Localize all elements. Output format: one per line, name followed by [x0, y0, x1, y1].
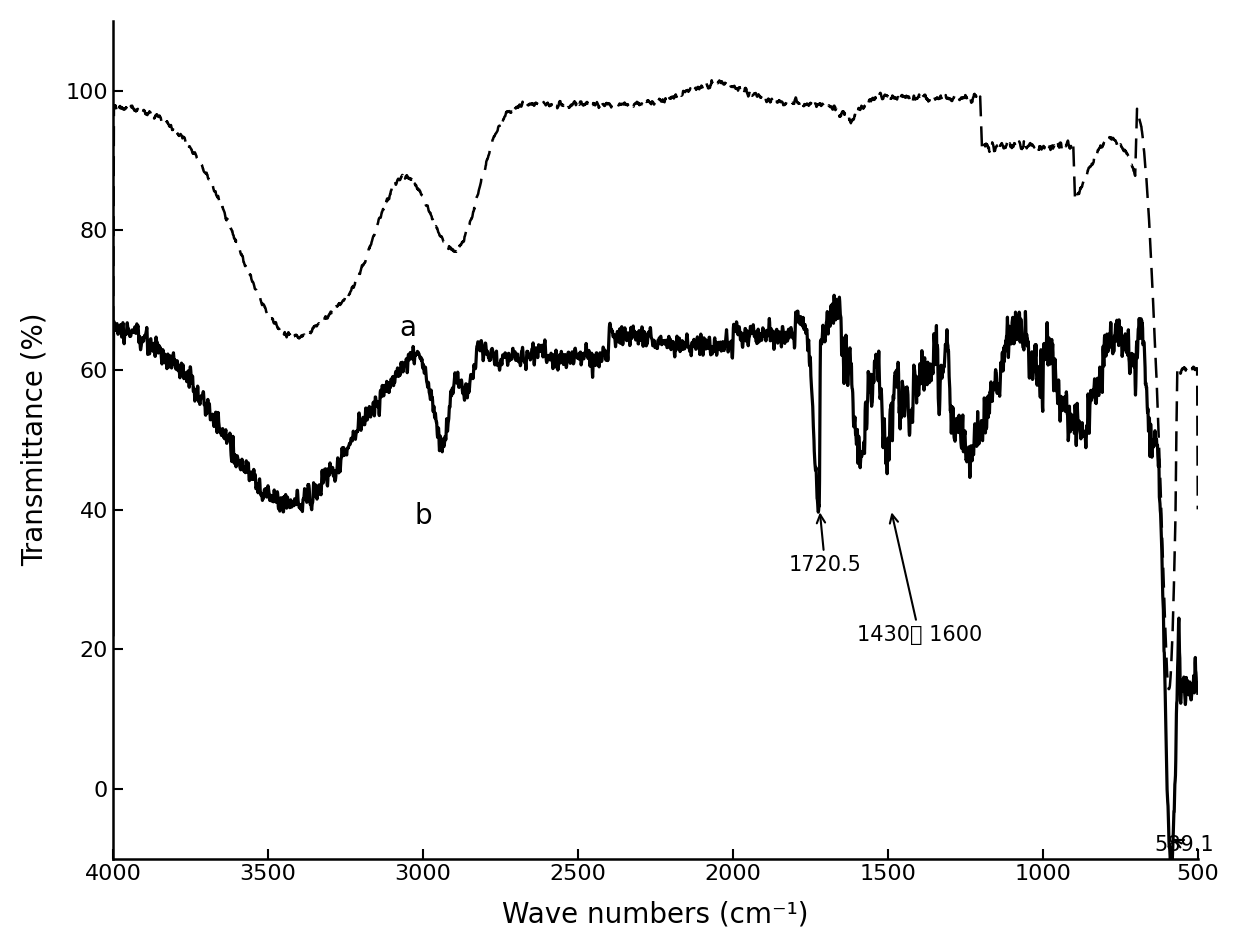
Text: a: a	[399, 314, 415, 342]
Text: 589.1: 589.1	[1154, 835, 1214, 855]
Y-axis label: Transmittance (%): Transmittance (%)	[21, 313, 48, 567]
Text: b: b	[414, 503, 432, 530]
X-axis label: Wave numbers (cm⁻¹): Wave numbers (cm⁻¹)	[502, 901, 808, 928]
Text: 1430～ 1600: 1430～ 1600	[857, 514, 982, 645]
Text: 1720.5: 1720.5	[789, 514, 862, 575]
